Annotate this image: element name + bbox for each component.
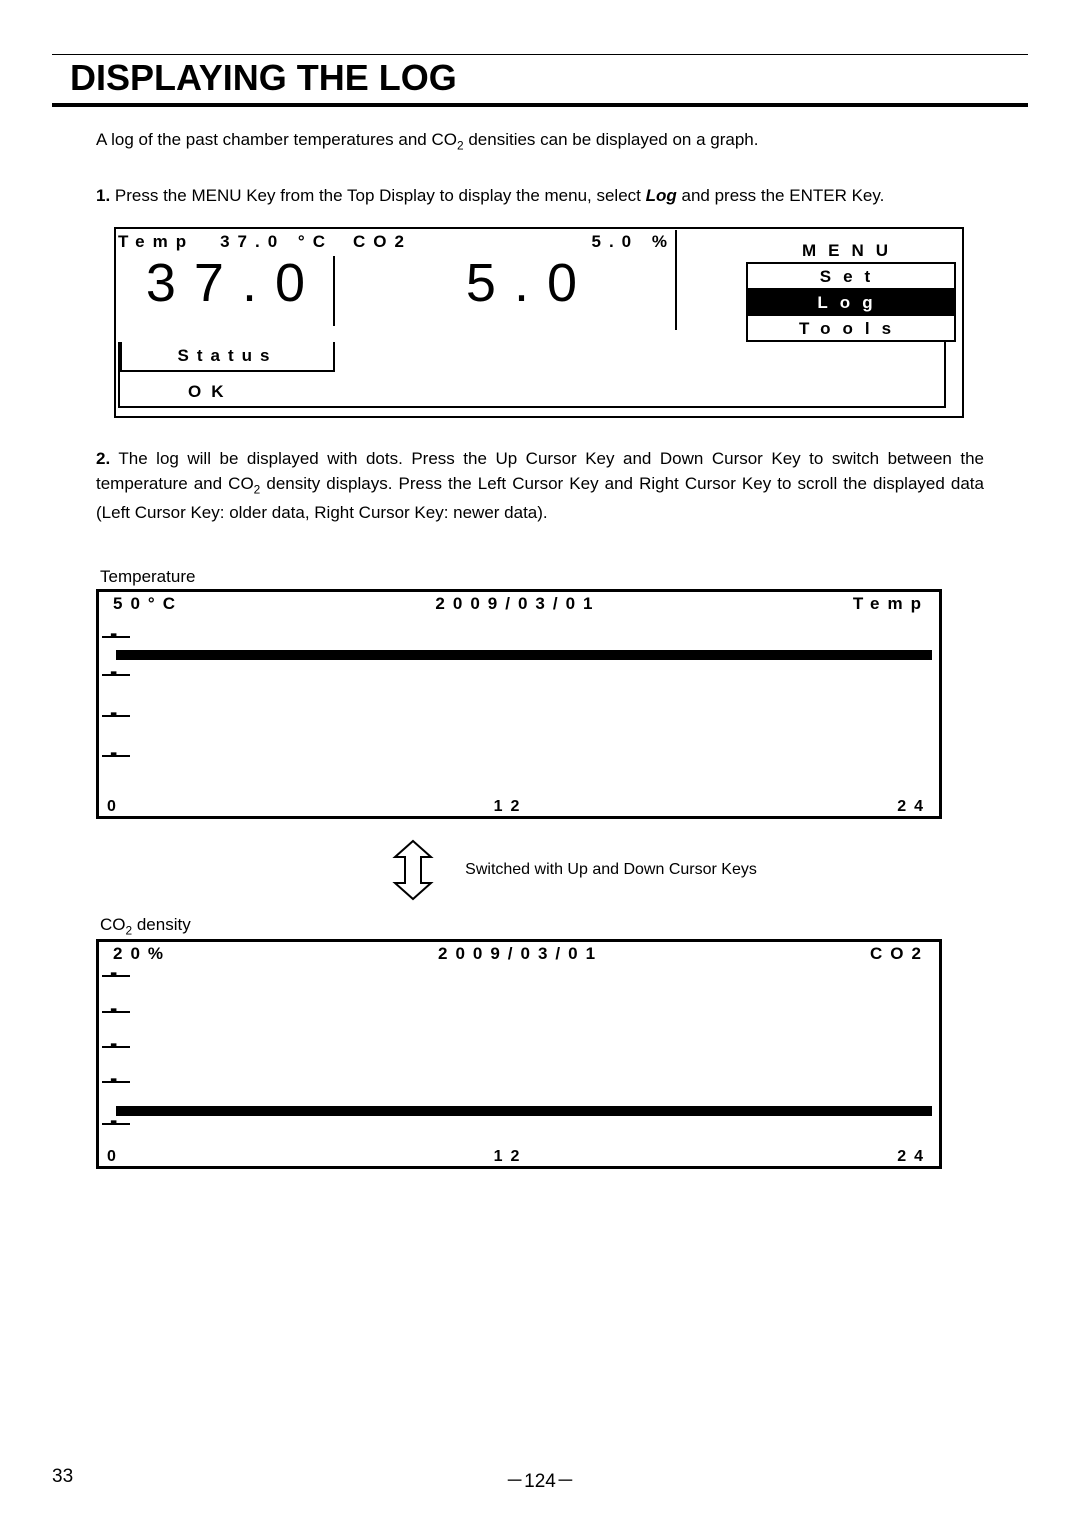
step1-text2: and press the ENTER Key. [677, 186, 885, 205]
co2-right-label: CO2 [870, 944, 929, 964]
co2-graph-body: - - - - - [102, 968, 936, 1144]
co2-graph: 20% 2009/03/01 CO2 - - - - - 0 12 24 [96, 939, 942, 1169]
step1-num: 1. [96, 186, 110, 205]
temp-tick-label: - [110, 620, 117, 646]
page-title: DISPLAYING THE LOG [52, 57, 1028, 103]
x-24: 24 [897, 798, 931, 816]
temp-right-label: Temp [853, 594, 929, 614]
step-1: 1. Press the MENU Key from the Top Displ… [96, 183, 984, 209]
temp-graph-title: Temperature [96, 567, 984, 587]
menu-item-set[interactable]: Set [746, 262, 956, 290]
switch-row: Switched with Up and Down Cursor Keys [156, 839, 984, 901]
x-0: 0 [107, 1148, 124, 1166]
intro-text: A log of the past chamber temperatures a… [96, 127, 984, 155]
x-12: 12 [494, 798, 528, 816]
menu-column: MENU Set Log Tools [746, 230, 956, 342]
x-12: 12 [494, 1148, 528, 1166]
co2-tick-label: - [110, 960, 117, 986]
co2-graph-title: CO2 density [96, 915, 984, 937]
step-2: 2. The log will be displayed with dots. … [96, 446, 984, 525]
intro-pre: A log of the past chamber temperatures a… [96, 130, 457, 149]
ok-text: OK [120, 372, 944, 406]
temp-graph: 50°C 2009/03/01 Temp - - - - 0 12 24 [96, 589, 942, 819]
lcd-screen: Temp 37.0 °C 37.0 CO2 5.0 % 5.0 MENU Set… [114, 227, 964, 418]
status-ok-wrap: Status OK [118, 342, 946, 408]
co2-date: 2009/03/01 [438, 944, 603, 964]
co2-label: CO2 [353, 232, 412, 252]
menu-item-tools[interactable]: Tools [746, 314, 956, 342]
co2-tick-label: - [110, 1108, 117, 1134]
menu-title: MENU [746, 238, 956, 264]
temp-ylabel: 50°C [113, 594, 183, 614]
temp-x-axis: 0 12 24 [99, 798, 939, 816]
switch-text: Switched with Up and Down Cursor Keys [465, 861, 757, 879]
lcd-temp-panel: Temp 37.0 °C 37.0 [118, 230, 333, 342]
temp-data-line [116, 650, 932, 660]
temp-tick-label: - [110, 699, 117, 725]
x-0: 0 [107, 798, 124, 816]
page-footer: 33 －124－ [0, 1466, 1080, 1488]
temp-tick-label: - [110, 740, 117, 766]
co2-ylabel: 20% [113, 944, 171, 964]
co2-tick-label: - [110, 995, 117, 1021]
step1-em: Log [646, 186, 677, 205]
co2-tick-label: - [110, 1030, 117, 1056]
co2-tick-label: - [110, 1065, 117, 1091]
temp-tick-label: - [110, 659, 117, 685]
lcd-co2-panel: CO2 5.0 % 5.0 [335, 230, 675, 342]
temp-big-value: 37.0 [118, 252, 333, 314]
co2-x-axis: 0 12 24 [99, 1148, 939, 1166]
status-box: Status [120, 342, 335, 372]
footer-center: －124－ [505, 1466, 575, 1493]
temp-date: 2009/03/01 [435, 594, 600, 614]
updown-arrow-icon [383, 839, 443, 901]
footer-left: 33 [52, 1466, 73, 1488]
temp-set: 37.0 °C [220, 232, 333, 252]
temp-graph-body: - - - - [102, 618, 936, 794]
co2-set: 5.0 % [592, 232, 676, 252]
temp-label: Temp [118, 232, 194, 252]
lcd-divider-right [675, 230, 677, 330]
co2-data-line [116, 1106, 932, 1116]
step2-num: 2. [96, 449, 110, 468]
co2-big-value: 5.0 [335, 252, 675, 314]
intro-post: densities can be displayed on a graph. [464, 130, 759, 149]
top-rule [52, 54, 1028, 55]
step1-text: Press the MENU Key from the Top Display … [110, 186, 645, 205]
intro-sub: 2 [457, 138, 464, 152]
x-24: 24 [897, 1148, 931, 1166]
menu-item-log[interactable]: Log [746, 288, 956, 316]
